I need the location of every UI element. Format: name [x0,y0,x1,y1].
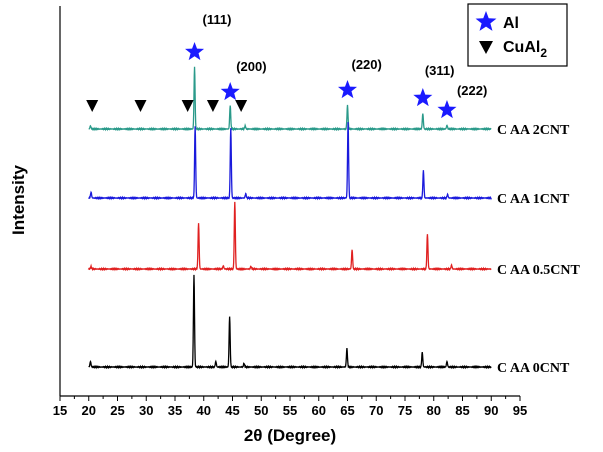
series-group: C AA 2CNT C AA 1CNT C AA 0.5CNT C AA 0CNT [87,66,581,376]
x-axis-ticks: 15 20 25 30 35 40 45 50 55 60 65 70 75 80 85 90 95 [53,396,527,418]
x-tick-label: 30 [139,403,153,418]
legend-label-al: Al [503,15,519,32]
legend-label-cual2: CuAl2 [503,39,547,60]
al-star-icon [220,82,240,101]
series-label: C AA 0CNT [497,361,570,376]
series-line [88,66,492,132]
series-line [88,122,492,201]
x-tick-label: 15 [53,403,67,418]
x-tick-label: 85 [455,403,469,418]
x-tick-label: 50 [254,403,268,418]
x-tick-label: 25 [110,403,124,418]
al-star-icon [337,80,358,99]
series-label: C AA 2CNT [497,123,570,138]
legend-star-icon [475,11,497,31]
al-star-icon [437,100,457,119]
series-line [87,201,492,272]
x-tick-label: 95 [513,403,527,418]
peak-label: (111) [203,12,232,27]
al-star-icon [413,88,433,107]
cual2-triangle-icon [181,100,194,112]
series-label: C AA 0.5CNT [497,263,581,278]
x-tick-label: 45 [225,403,239,418]
x-tick-label: 70 [369,403,383,418]
al-star-icon [185,42,205,61]
peak-label: (220) [352,57,382,72]
series-label: C AA 1CNT [497,192,570,207]
cual2-triangle-icon [134,100,147,112]
legend-triangle-icon [479,41,493,54]
x-tick-label: 60 [312,403,326,418]
series-line [88,274,492,370]
y-axis-title: Intensity [9,165,28,235]
cual2-triangle-icon [235,100,248,112]
x-tick-label: 20 [82,403,96,418]
x-tick-label: 40 [197,403,211,418]
cual2-triangle-icon [206,100,219,112]
peak-label: (222) [457,83,487,98]
cual2-triangle-icon [86,100,99,112]
legend: Al CuAl2 [467,3,568,67]
x-tick-label: 75 [398,403,412,418]
legend-box [467,3,568,67]
peak-label: (200) [236,59,266,74]
x-tick-label: 65 [340,403,354,418]
peak-label: (311) [425,63,455,78]
x-tick-label: 90 [484,403,498,418]
peak-annotations: (111) (200) (220) (311)(222) [86,12,487,119]
x-tick-label: 80 [427,403,441,418]
x-tick-label: 55 [283,403,297,418]
x-tick-label: 35 [168,403,182,418]
legend-subscript: 2 [540,46,547,60]
x-axis-title: 2θ (Degree) [244,426,336,445]
